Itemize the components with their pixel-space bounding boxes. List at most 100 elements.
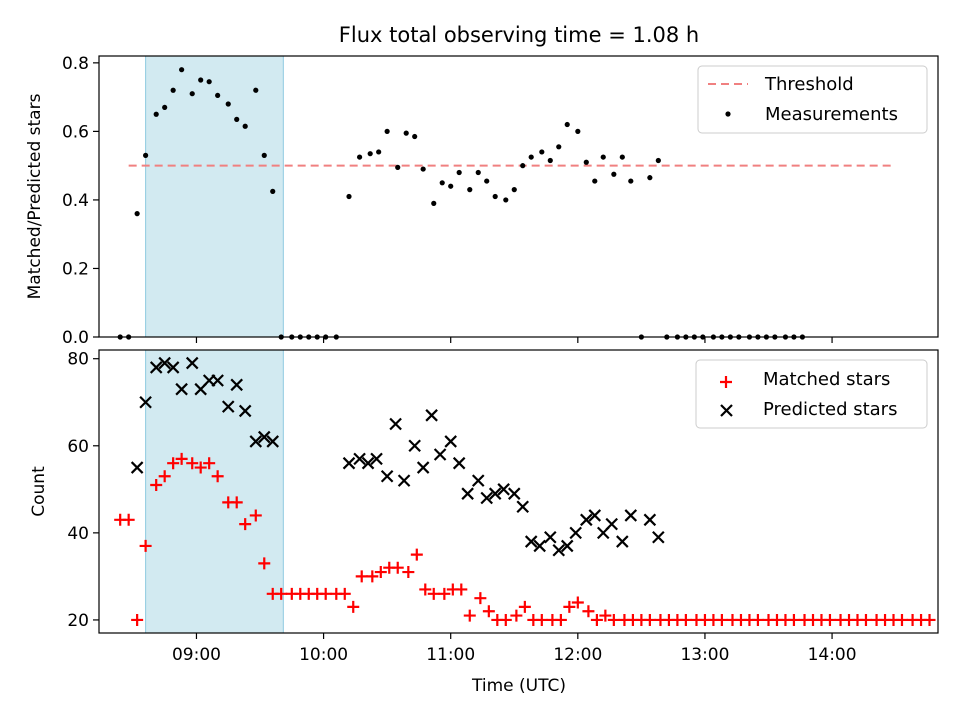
matched-star-point [131, 613, 144, 626]
predicted-star-point [560, 539, 574, 553]
predicted-star-point [552, 543, 566, 557]
measurement-point [484, 178, 490, 184]
measurement-point [564, 121, 570, 128]
matched-star-point [679, 613, 692, 626]
measurement-point [270, 188, 276, 194]
x-tick-label: 10:00 [299, 645, 348, 665]
predicted-star-point [516, 500, 530, 514]
measurement-point [162, 104, 168, 111]
predicted-star-point [643, 513, 657, 527]
bottom-y-axis-label: Count [29, 466, 49, 517]
legend-threshold-label: Threshold [764, 74, 854, 95]
bottom-axes-frame [98, 349, 939, 634]
x-tick-label: 13:00 [680, 645, 729, 665]
matched-star-point [355, 570, 368, 583]
predicted-star-point [361, 456, 375, 470]
measurement-point [403, 130, 409, 136]
legend-predicted-swatch [720, 404, 733, 417]
measurement-point [467, 187, 473, 193]
measurement-point [253, 87, 259, 93]
matched-star-point [175, 452, 188, 465]
predicted-star-point [166, 361, 180, 374]
measurement-point [420, 166, 426, 172]
matched-star-point [518, 600, 531, 613]
x-tick-label: 14:00 [808, 645, 857, 665]
predicted-star-point [497, 483, 510, 496]
matched-star-point [474, 592, 487, 605]
measurement-point [475, 169, 481, 176]
matched-star-point [211, 470, 224, 483]
matched-star-point [535, 613, 548, 626]
top-panel: 0.00.20.40.60.8 Matched/Predicted stars … [25, 54, 939, 348]
matched-star-point [582, 605, 595, 618]
measurement-point [189, 91, 195, 97]
predicted-star-point [353, 452, 366, 466]
predicted-star-point [588, 509, 602, 522]
matched-star-point [239, 518, 252, 531]
matched-star-point [599, 609, 612, 622]
matched-star-point [230, 496, 243, 509]
predicted-star-point [139, 395, 152, 409]
predicted-star-point [425, 409, 438, 422]
y-tick-label: 0.2 [62, 259, 89, 279]
measurement-point [539, 149, 545, 155]
measurement-point [503, 197, 509, 203]
matched-star-point [374, 566, 387, 579]
predicted-star-point [480, 491, 493, 505]
predicted-star-point [238, 404, 252, 418]
predicted-star-point [185, 356, 199, 370]
measurement-point [520, 163, 526, 169]
matched-star-point [319, 587, 332, 600]
y-tick-label: 20 [67, 611, 89, 631]
measurement-point [600, 154, 606, 160]
matched-star-point [923, 613, 936, 626]
measurement-point [575, 128, 581, 134]
legend-predicted-label: Predicted stars [763, 399, 897, 420]
matched-star-point [410, 548, 423, 561]
predicted-star-point [624, 509, 638, 522]
predicted-star-point [389, 417, 402, 431]
matched-star-point [643, 613, 656, 626]
matched-star-point [499, 613, 512, 626]
predicted-star-point [544, 530, 557, 544]
measurement-point [439, 180, 445, 186]
x-tick-label: 11:00 [426, 645, 475, 665]
measurement-point [198, 77, 204, 83]
matched-star-point [438, 587, 451, 600]
bottom-legend-box [695, 359, 928, 429]
predicted-star-point [149, 361, 163, 374]
predicted-star-point [433, 448, 447, 461]
matched-star-point [194, 461, 207, 474]
matched-star-point [590, 613, 603, 626]
measurement-point [384, 128, 390, 134]
measurement-point [356, 154, 363, 160]
measurement-point [367, 151, 373, 157]
measurement-point [153, 111, 159, 117]
measurement-point [456, 169, 462, 176]
top-axes-frame [98, 55, 939, 338]
measurement-point [261, 152, 267, 158]
measurement-point [170, 87, 176, 93]
matched-star-point [338, 587, 351, 600]
top-shaded-interval [145, 55, 284, 338]
predicted-stars-points [130, 356, 665, 557]
bottom-legend: Matched stars Predicted stars [695, 359, 928, 429]
predicted-star-point [211, 374, 224, 387]
predicted-star-point [249, 435, 263, 448]
predicted-star-point [342, 456, 356, 470]
measurement-point [628, 178, 634, 184]
matched-star-point [366, 570, 379, 583]
matched-star-point [347, 600, 360, 613]
top-legend: Threshold Measurements [697, 65, 928, 134]
matched-star-point [258, 557, 271, 570]
predicted-star-point [471, 474, 485, 487]
measurement-point [179, 67, 185, 73]
measurement-point [647, 175, 653, 181]
matched-star-point [823, 613, 836, 626]
predicted-star-point [533, 539, 546, 553]
legend-matched-label: Matched stars [763, 369, 890, 390]
top-y-axis-label: Matched/Predicted stars [25, 93, 45, 299]
measurement-point [206, 79, 212, 85]
